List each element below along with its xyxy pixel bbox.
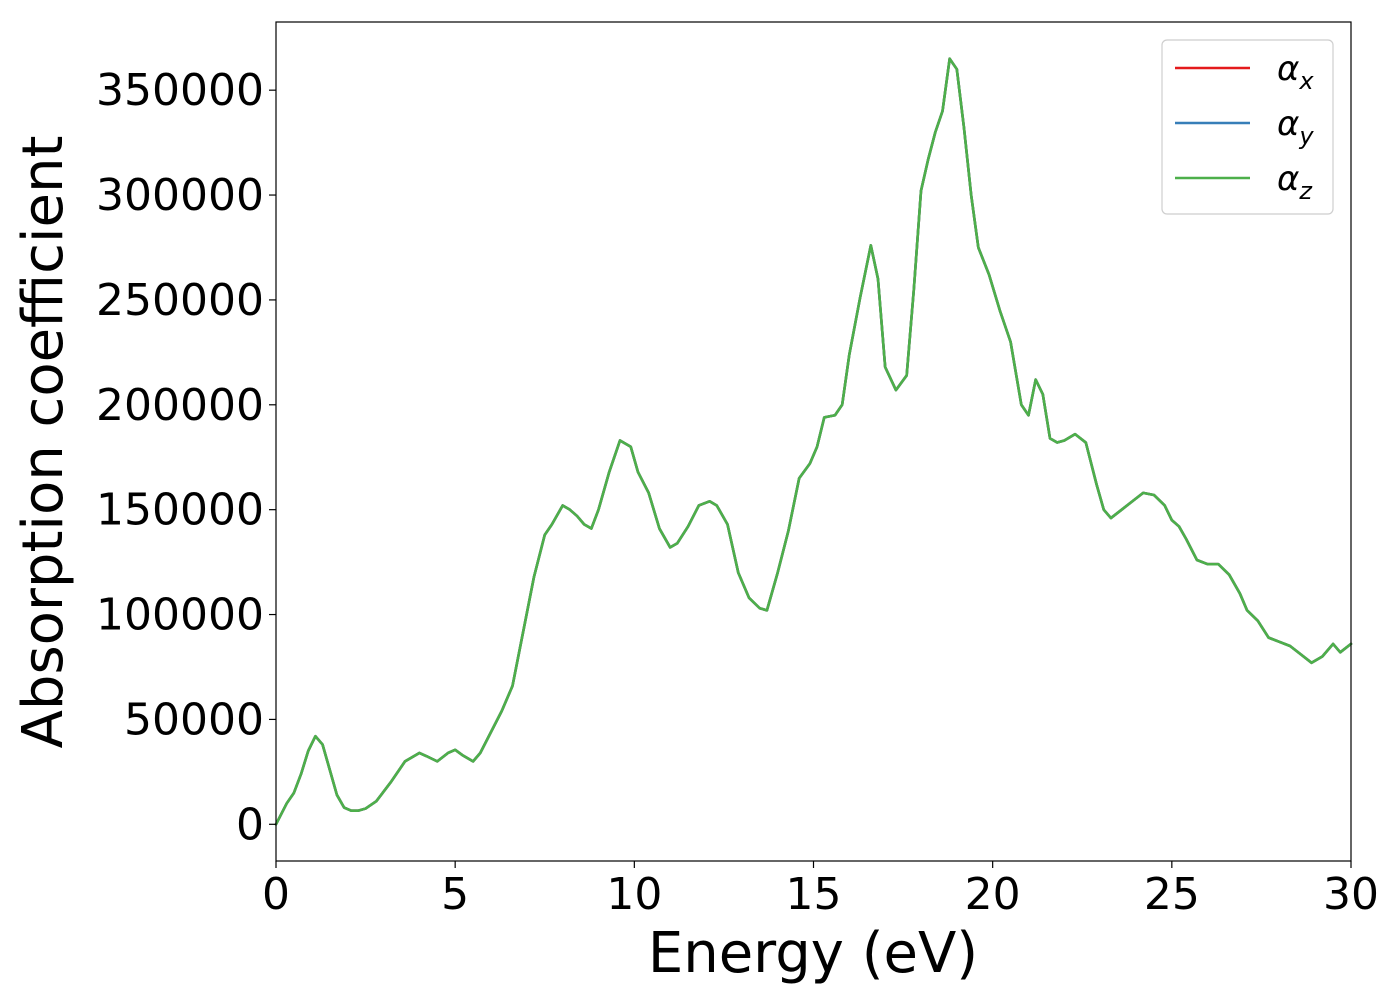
series-line-3 (274, 57, 1353, 826)
x-tick-label: 15 (786, 869, 842, 920)
x-tick-label: 5 (441, 869, 469, 920)
legend-box (1161, 39, 1334, 215)
x-tick-label: 20 (965, 869, 1021, 920)
legend-label: αz (1277, 159, 1313, 205)
legend-label: αx (1277, 49, 1314, 95)
x-tick-label: 0 (262, 869, 290, 920)
y-tick-label: 100000 (96, 590, 264, 641)
y-tick-label: 300000 (96, 170, 264, 221)
x-axis: 0 5 10 15 20 25 30 (262, 861, 1379, 920)
legend-label: αy (1277, 104, 1314, 150)
x-tick-label: 30 (1323, 869, 1379, 920)
y-tick-label: 50000 (124, 694, 264, 745)
y-axis-title: Absorption coefficient (11, 136, 76, 749)
legend: αx αy αz (1161, 39, 1334, 215)
y-axis: 0 50000 100000 150000 200000 250000 300000 3500… (96, 65, 276, 850)
x-tick-label: 25 (1144, 869, 1200, 920)
y-tick-label: 0 (236, 799, 264, 850)
x-axis-title: Energy (eV) (648, 921, 978, 986)
y-tick-label: 250000 (96, 275, 264, 326)
y-tick-label: 150000 (96, 485, 264, 536)
y-tick-label: 200000 (96, 380, 264, 431)
y-tick-label: 350000 (96, 65, 264, 116)
x-tick-label: 10 (606, 869, 662, 920)
